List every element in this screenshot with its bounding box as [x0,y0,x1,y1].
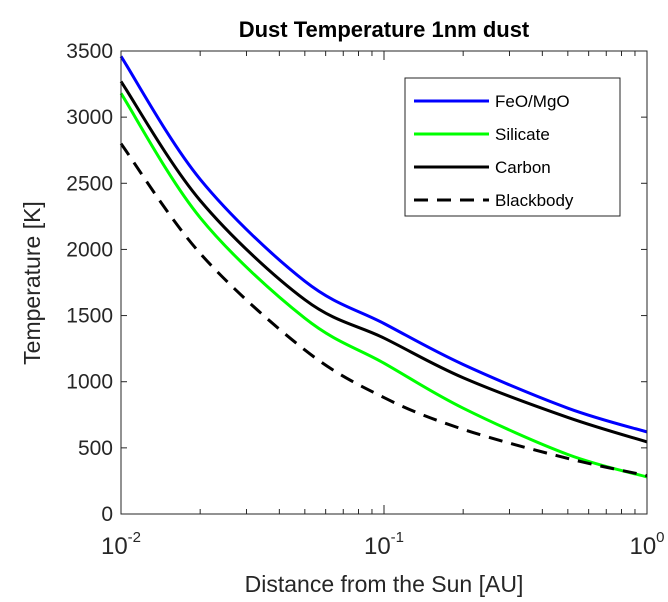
y-tick-label: 3500 [66,40,113,63]
y-tick-label: 2000 [66,238,113,261]
series-line-blackbody [119,142,648,478]
y-tick-label: 1500 [66,305,113,328]
x-tick-label: 10-1 [364,529,404,560]
x-axis-label: Distance from the Sun [AU] [245,571,524,597]
legend-label-silicate: Silicate [495,125,550,144]
legend-label-feo-mgo: FeO/MgO [495,92,570,111]
chart-title: Dust Temperature 1nm dust [239,17,530,42]
y-axis-label: Temperature [K] [19,201,45,365]
y-tick-label: 500 [78,437,113,460]
legend: FeO/MgO Silicate Carbon Blackbody [404,77,621,217]
legend-label-blackbody: Blackbody [495,191,574,210]
series-line-feo-mgo [119,55,648,434]
legend-label-carbon: Carbon [495,158,551,177]
y-tick-label: 1000 [66,371,113,394]
y-tick-label: 2500 [66,172,113,195]
series-line-carbon [119,80,648,444]
series-layer [119,55,648,479]
series-line-silicate [119,92,648,479]
x-tick-label: 100 [629,529,664,560]
x-tick-label: 10-2 [101,529,141,560]
y-tick-label: 0 [101,503,113,526]
y-tick-label: 3000 [66,106,113,129]
ticks-layer: 0 500 1000 1500 2000 2500 3000 3500 10-2 10-1 100 [66,40,664,560]
